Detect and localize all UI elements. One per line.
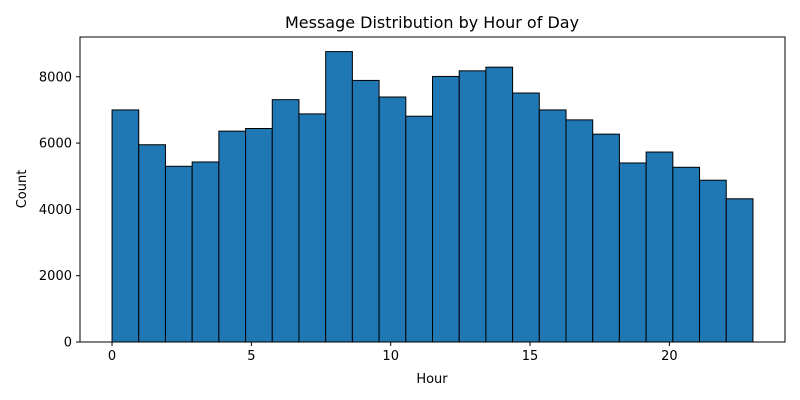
x-tick-label: 10 (382, 349, 399, 364)
histogram-bar (512, 92, 540, 343)
histogram-bar (164, 165, 193, 343)
plot-frame (79, 36, 786, 343)
histogram-bar (111, 109, 140, 343)
x-axis-ticks: 0 5 10 15 20 (108, 342, 678, 364)
histogram-bar (245, 128, 273, 343)
histogram-bar (699, 179, 727, 343)
histogram-bar (485, 66, 514, 343)
x-axis-label: Hour (416, 372, 448, 387)
x-tick-label: 5 (247, 349, 255, 364)
y-axis-ticks: 0 2000 4000 6000 8000 (39, 70, 80, 351)
bars-group (111, 51, 754, 343)
histogram-bar (645, 151, 674, 343)
histogram-bar (351, 79, 380, 343)
y-tick-label: 8000 (39, 70, 72, 85)
chart-title: Message Distribution by Hour of Day (285, 13, 579, 32)
histogram-bar (138, 144, 166, 343)
histogram-bar (725, 198, 754, 343)
histogram-bar (538, 109, 567, 343)
histogram-bar (271, 99, 300, 343)
y-tick-label: 2000 (39, 269, 72, 284)
x-tick-label: 0 (108, 349, 116, 364)
histogram-bar (191, 161, 220, 343)
histogram-bar (218, 130, 247, 343)
x-tick-label: 15 (522, 349, 539, 364)
y-tick-label: 4000 (39, 203, 72, 218)
histogram-bar (378, 96, 407, 343)
x-tick-label: 20 (661, 349, 678, 364)
histogram-bar (432, 75, 460, 343)
y-tick-label: 6000 (39, 137, 72, 152)
histogram-bar (325, 51, 353, 343)
histogram-bar (298, 113, 327, 343)
y-axis-label: Count (15, 170, 30, 209)
histogram-bar (592, 133, 620, 343)
histogram-bar (405, 115, 433, 343)
histogram-bar (618, 162, 647, 343)
histogram-bar (458, 70, 487, 343)
y-tick-label: 0 (64, 336, 72, 351)
histogram-bar (672, 166, 701, 343)
histogram-bar (565, 119, 594, 343)
